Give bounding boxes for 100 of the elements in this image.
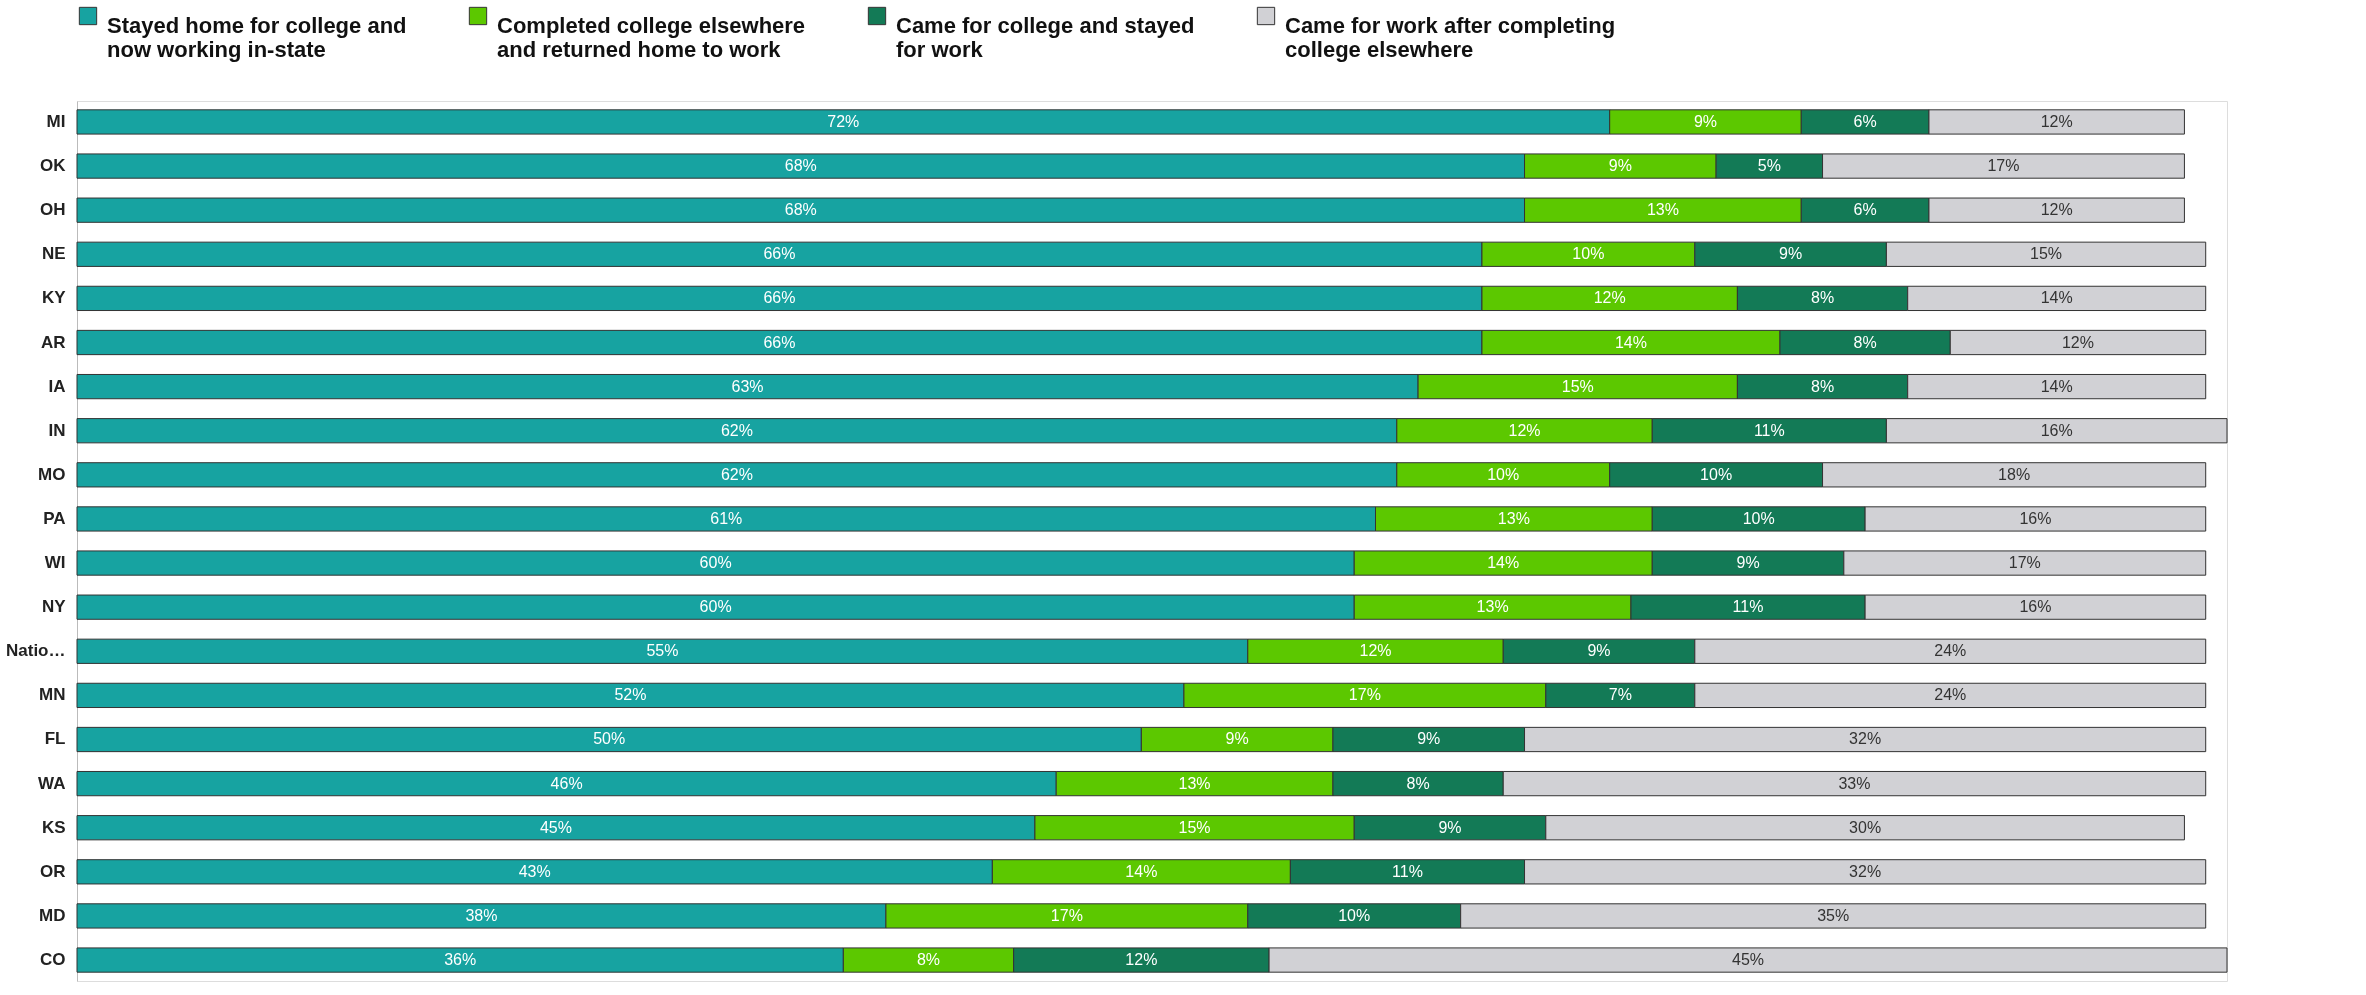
data-label: 6% — [1853, 201, 1877, 219]
data-label: 8% — [916, 951, 941, 969]
data-label: 12% — [1125, 951, 1158, 969]
data-label: 14% — [1614, 333, 1647, 351]
data-label: 18% — [1998, 465, 2031, 483]
data-label: 12% — [1359, 642, 1392, 660]
data-label: 60% — [699, 598, 732, 616]
legend-label: Came for college and stayed for work — [896, 13, 1195, 62]
y-tick-label: KS — [41, 817, 66, 837]
y-tick-label: OR — [40, 861, 66, 881]
legend-label: Stayed home for college and now working in-state — [107, 13, 407, 62]
data-label: 32% — [1849, 862, 1882, 880]
data-label: 10% — [1338, 906, 1371, 924]
data-label: 13% — [1178, 774, 1211, 792]
y-tick-label: IA — [48, 376, 66, 396]
data-label: 12% — [2061, 333, 2095, 351]
legend-label: Completed college elsewhere and returned home to work — [497, 13, 806, 62]
data-label: 32% — [1849, 730, 1882, 748]
data-label: 9% — [1438, 818, 1462, 836]
y-tick-label: OK — [40, 156, 67, 176]
data-label: 12% — [1508, 421, 1541, 439]
data-label: 12% — [2040, 112, 2073, 130]
data-label: 33% — [1838, 774, 1871, 792]
data-label: 10% — [1487, 465, 1520, 483]
data-label: 66% — [763, 289, 796, 307]
y-tick-label: PA — [43, 508, 66, 528]
data-label: 10% — [1572, 245, 1605, 263]
data-label: 14% — [1125, 862, 1158, 880]
data-label: 8% — [1810, 377, 1835, 395]
data-label: 68% — [784, 201, 817, 219]
data-label: 7% — [1608, 686, 1632, 704]
y-tick-label: FL — [44, 729, 66, 749]
y-tick-label: CO — [40, 950, 66, 970]
y-tick-label: MO — [38, 464, 66, 484]
data-label: 35% — [1817, 906, 1850, 924]
data-label: 68% — [784, 157, 817, 175]
data-label: 5% — [1757, 157, 1781, 175]
data-label: 10% — [1742, 509, 1775, 527]
y-tick-label: NE — [41, 244, 66, 264]
data-label: 8% — [1810, 289, 1835, 307]
data-label: 17% — [2008, 554, 2041, 572]
data-label: 45% — [539, 818, 572, 836]
data-label: 9% — [1693, 112, 1718, 130]
data-label: 24% — [1934, 642, 1967, 660]
data-label: 12% — [2040, 201, 2073, 219]
data-label: 6% — [1853, 112, 1877, 130]
data-label: 43% — [518, 862, 551, 880]
data-label: 13% — [1476, 598, 1509, 616]
data-label: 61% — [710, 509, 743, 527]
data-label: 8% — [1406, 774, 1430, 792]
data-label: 50% — [593, 730, 626, 748]
data-label: 62% — [720, 465, 753, 483]
data-label: 16% — [2019, 598, 2052, 616]
y-tick-label: IN — [48, 420, 66, 440]
data-label: 13% — [1497, 509, 1530, 527]
data-label: 30% — [1849, 818, 1882, 836]
data-label: 9% — [1736, 554, 1760, 572]
y-tick-label: OH — [40, 200, 66, 220]
data-label: 72% — [827, 112, 860, 130]
data-label: 9% — [1779, 245, 1803, 263]
data-label: 45% — [1732, 951, 1765, 969]
data-label: 24% — [1934, 686, 1967, 704]
data-label: 52% — [614, 686, 647, 704]
data-label: 12% — [1593, 289, 1626, 307]
data-label: 17% — [1987, 157, 2020, 175]
data-label: 38% — [465, 906, 498, 924]
y-tick-label: KY — [41, 288, 67, 308]
data-label: 36% — [444, 951, 477, 969]
data-label: 16% — [2040, 421, 2073, 439]
data-label: 17% — [1050, 906, 1083, 924]
data-label: 66% — [763, 333, 796, 351]
data-label: 9% — [1417, 730, 1441, 748]
data-label: 16% — [2019, 509, 2052, 527]
data-label: 14% — [2040, 289, 2073, 307]
y-tick-label: MD — [39, 905, 66, 925]
data-label: 9% — [1225, 730, 1249, 748]
data-label: 63% — [731, 377, 764, 395]
data-label: 11% — [1392, 862, 1423, 880]
data-label: 9% — [1608, 157, 1632, 175]
data-label: 10% — [1700, 465, 1733, 483]
y-tick-label: NY — [41, 597, 67, 617]
legend-label: Came for work after completing college elsewhere — [1285, 13, 1616, 62]
data-label: 60% — [699, 554, 732, 572]
y-tick-label: MN — [39, 685, 66, 705]
data-label: 17% — [1348, 686, 1381, 704]
y-tick-label: MI — [46, 111, 66, 131]
y-tick-label: AR — [40, 332, 66, 352]
data-label: 9% — [1587, 642, 1611, 660]
data-label: 11% — [1732, 598, 1764, 616]
data-label: 14% — [1487, 554, 1520, 572]
y-tick-label: Natio… — [6, 641, 66, 661]
y-tick-label: WA — [38, 773, 66, 793]
data-label: 8% — [1853, 333, 1877, 351]
y-tick-label: WI — [44, 553, 66, 573]
data-label: 15% — [1178, 818, 1211, 836]
data-label: 62% — [720, 421, 753, 439]
data-label: 13% — [1646, 201, 1679, 219]
data-label: 15% — [2030, 245, 2063, 263]
data-label: 11% — [1753, 421, 1785, 439]
data-label: 14% — [2040, 377, 2073, 395]
